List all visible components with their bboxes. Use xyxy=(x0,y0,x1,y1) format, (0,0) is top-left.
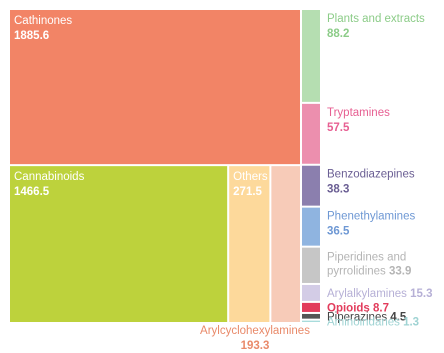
tile-opioids xyxy=(302,302,320,312)
tile-cannabinoids xyxy=(10,166,228,322)
tile-phenethylamines xyxy=(302,207,320,246)
value-aminoindanes: 1.3 xyxy=(403,316,419,328)
value-others: 271.5 xyxy=(233,186,262,198)
tile-aminoindanes xyxy=(302,320,320,322)
value-cathinones: 1885.6 xyxy=(14,30,49,42)
value-benzodiazepines: 38.3 xyxy=(327,184,349,196)
value-cannabinoids: 1466.5 xyxy=(14,186,50,198)
tile-arylalkylamines xyxy=(302,284,320,301)
label-arylcyclohexylamines: Arylcyclohexylamines xyxy=(200,325,310,337)
value-arylalkylamines: 15.3 xyxy=(410,288,432,300)
tile-benzodiazepines xyxy=(302,165,320,206)
label-piperazines: Piperazines 4.5 xyxy=(327,311,407,323)
tile-others xyxy=(229,166,270,322)
value-arylcyclohexylamines: 193.3 xyxy=(241,340,270,352)
tile-piperidines-and-pyrrolidines xyxy=(302,247,320,283)
label-piperidines-and-pyrrolidines-line1: Piperidines and xyxy=(327,252,406,264)
label-phenethylamines: Phenethylamines xyxy=(327,211,415,223)
value-opioids: 8.7 xyxy=(373,302,389,314)
label-plants-and-extracts: Plants and extracts xyxy=(327,13,425,25)
tile-piperazines xyxy=(302,313,320,319)
treemap-tiles xyxy=(10,10,320,322)
label-cathinones: Cathinones xyxy=(14,15,72,27)
value-piperazines: 4.5 xyxy=(390,311,407,323)
tile-tryptamines xyxy=(302,103,320,164)
tile-cathinones xyxy=(10,10,300,165)
tile-arylcyclohexylamines xyxy=(271,166,300,322)
value-plants-and-extracts: 88.2 xyxy=(327,28,349,40)
value-phenethylamines: 36.5 xyxy=(327,226,350,238)
label-aminoindanes: Aminoindanes 1.3 xyxy=(327,316,419,328)
label-tryptamines: Tryptamines xyxy=(327,107,390,119)
label-others: Others xyxy=(233,171,268,183)
value-piperidines-and-pyrrolidines: 33.9 xyxy=(389,266,411,278)
label-piperidines-and-pyrrolidines-line2: pyrrolidines 33.9 xyxy=(327,266,411,278)
label-cannabinoids: Cannabinoids xyxy=(14,171,85,183)
label-opioids: Opioids 8.7 xyxy=(327,302,389,314)
tile-plants-and-extracts xyxy=(302,10,320,102)
treemap-labels: Cathinones 1885.6 Cannabinoids 1466.5 Others… xyxy=(14,13,432,352)
value-tryptamines: 57.5 xyxy=(327,122,350,134)
label-arylalkylamines: Arylalkylamines 15.3 xyxy=(327,288,432,300)
label-benzodiazepines: Benzodiazepines xyxy=(327,169,415,181)
